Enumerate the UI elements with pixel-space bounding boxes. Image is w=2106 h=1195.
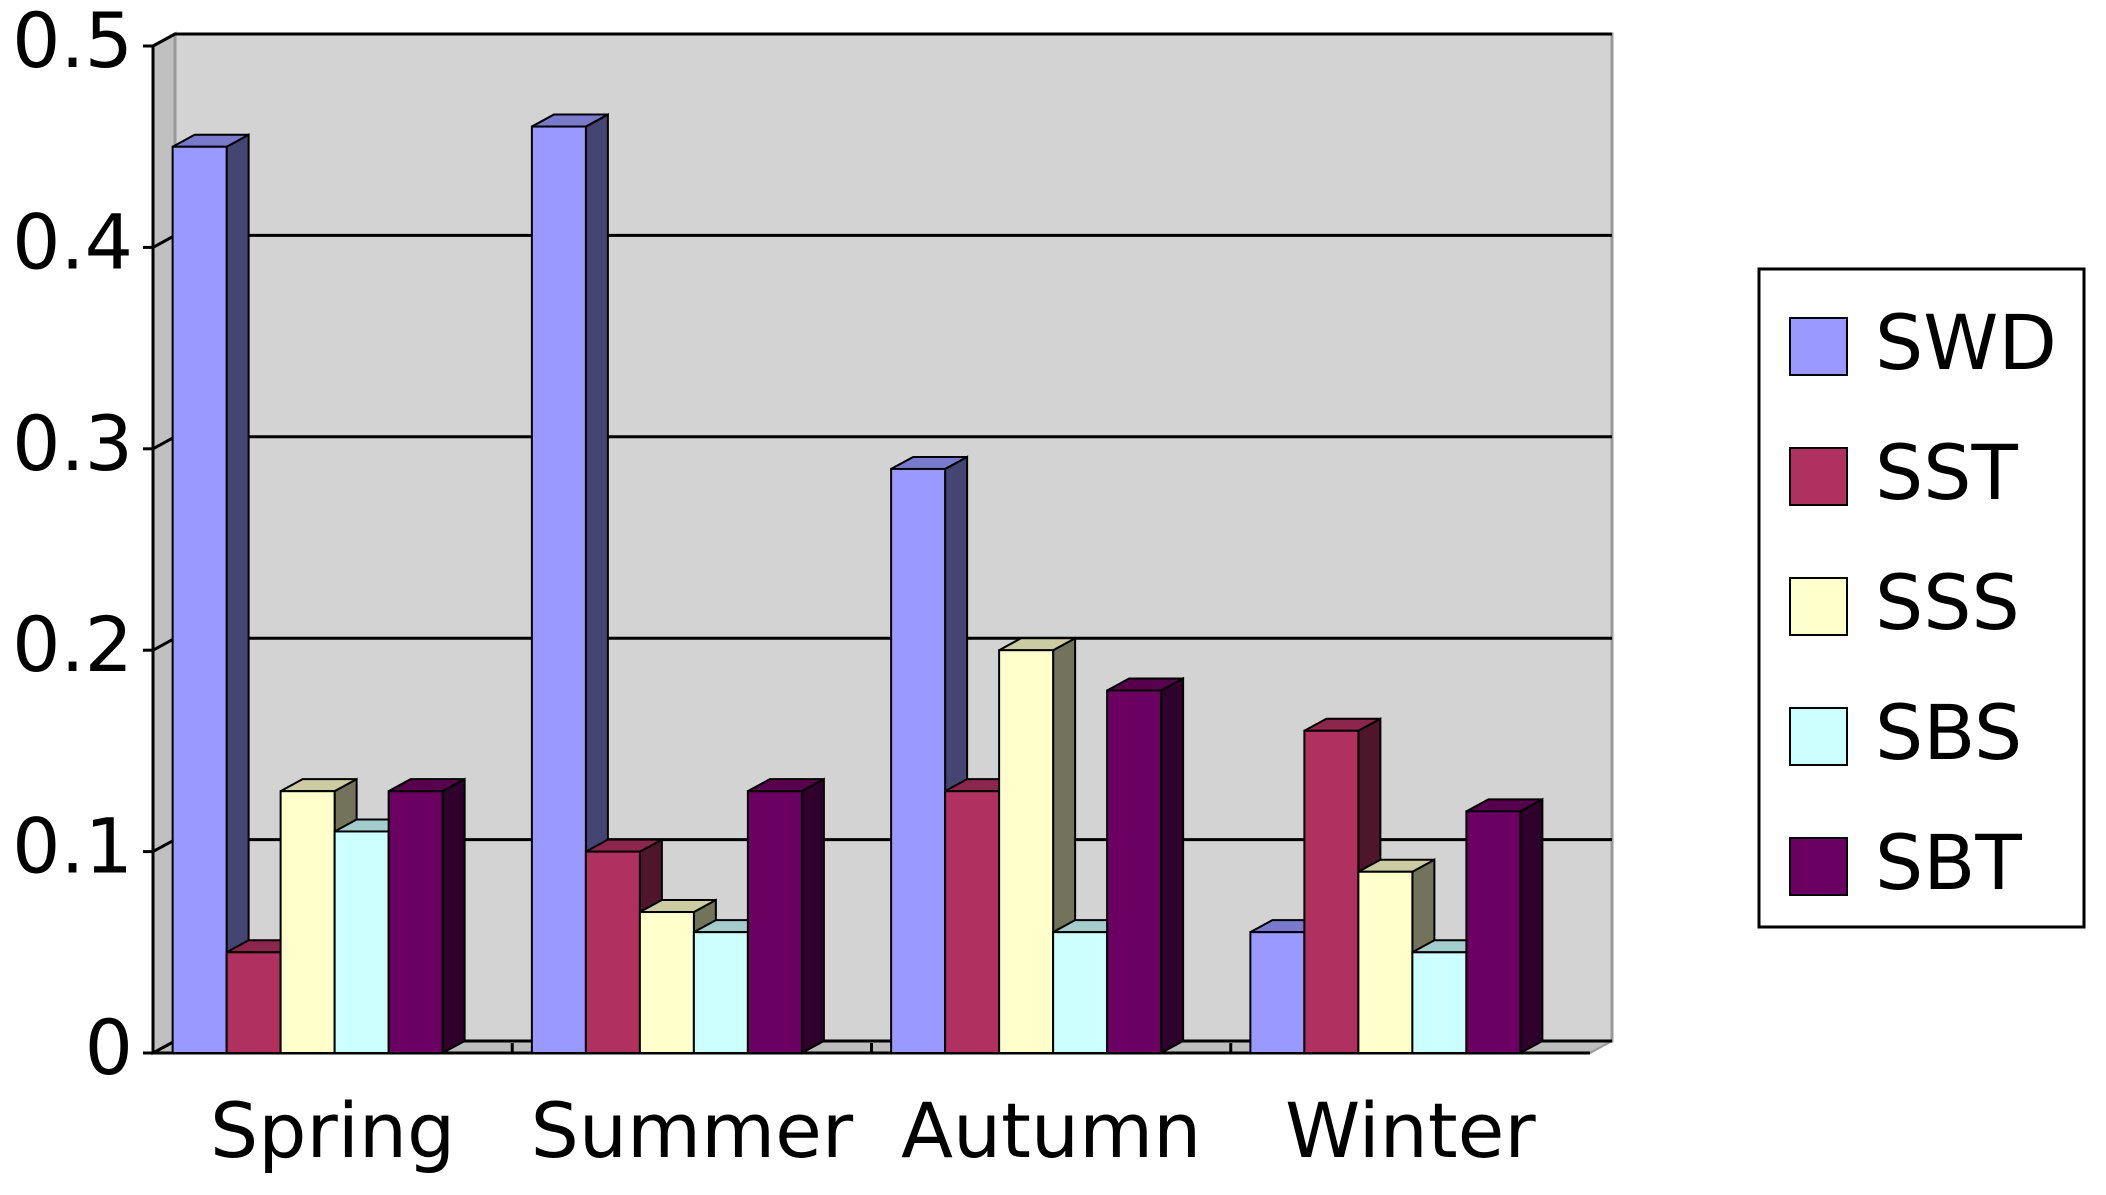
bar	[638, 911, 695, 1055]
bar	[225, 951, 282, 1054]
y-tick-label: 0	[85, 1003, 133, 1092]
y-tick-label: 0.4	[12, 197, 133, 286]
legend-swatch	[1789, 447, 1848, 506]
bar	[530, 125, 587, 1054]
bar	[279, 790, 336, 1054]
legend-label: SSS	[1875, 558, 2020, 647]
legend-label: SBT	[1875, 818, 2022, 907]
bar	[333, 830, 390, 1055]
legend-label: SST	[1875, 428, 2018, 517]
bar	[171, 145, 228, 1054]
legend-swatch	[1789, 577, 1848, 636]
x-tick-label: Winter	[1285, 1086, 1536, 1175]
bar	[890, 467, 947, 1054]
bar-side	[225, 133, 250, 1055]
x-tick-label: Autumn	[901, 1086, 1201, 1175]
bar	[584, 850, 641, 1054]
bar-side	[1519, 797, 1544, 1055]
grid-line	[152, 32, 1612, 48]
y-tick-label: 0.3	[12, 399, 133, 488]
x-tick-label: Summer	[531, 1086, 854, 1175]
legend-swatch	[1789, 317, 1848, 376]
bar	[1411, 951, 1468, 1054]
bar-side	[1160, 676, 1185, 1055]
legend-swatch	[1789, 837, 1848, 896]
bar	[746, 790, 803, 1054]
y-tick-label: 0.5	[12, 0, 133, 85]
bar	[1052, 931, 1109, 1054]
bar	[1357, 870, 1414, 1054]
bar	[387, 790, 444, 1054]
bar	[1303, 729, 1360, 1054]
bar	[1465, 810, 1522, 1054]
bar	[944, 790, 1001, 1054]
bar	[1106, 689, 1163, 1054]
bar	[692, 931, 749, 1054]
legend-swatch	[1789, 707, 1848, 766]
bar-side	[800, 777, 825, 1055]
legend-label: SWD	[1875, 298, 2057, 387]
bar	[998, 649, 1055, 1054]
bar	[1249, 931, 1306, 1054]
y-tick-label: 0.1	[12, 802, 133, 891]
x-tick-label: Spring	[210, 1086, 455, 1175]
bar-side	[441, 777, 466, 1055]
legend-label: SBS	[1875, 688, 2022, 777]
y-tick-label: 0.2	[12, 600, 133, 689]
